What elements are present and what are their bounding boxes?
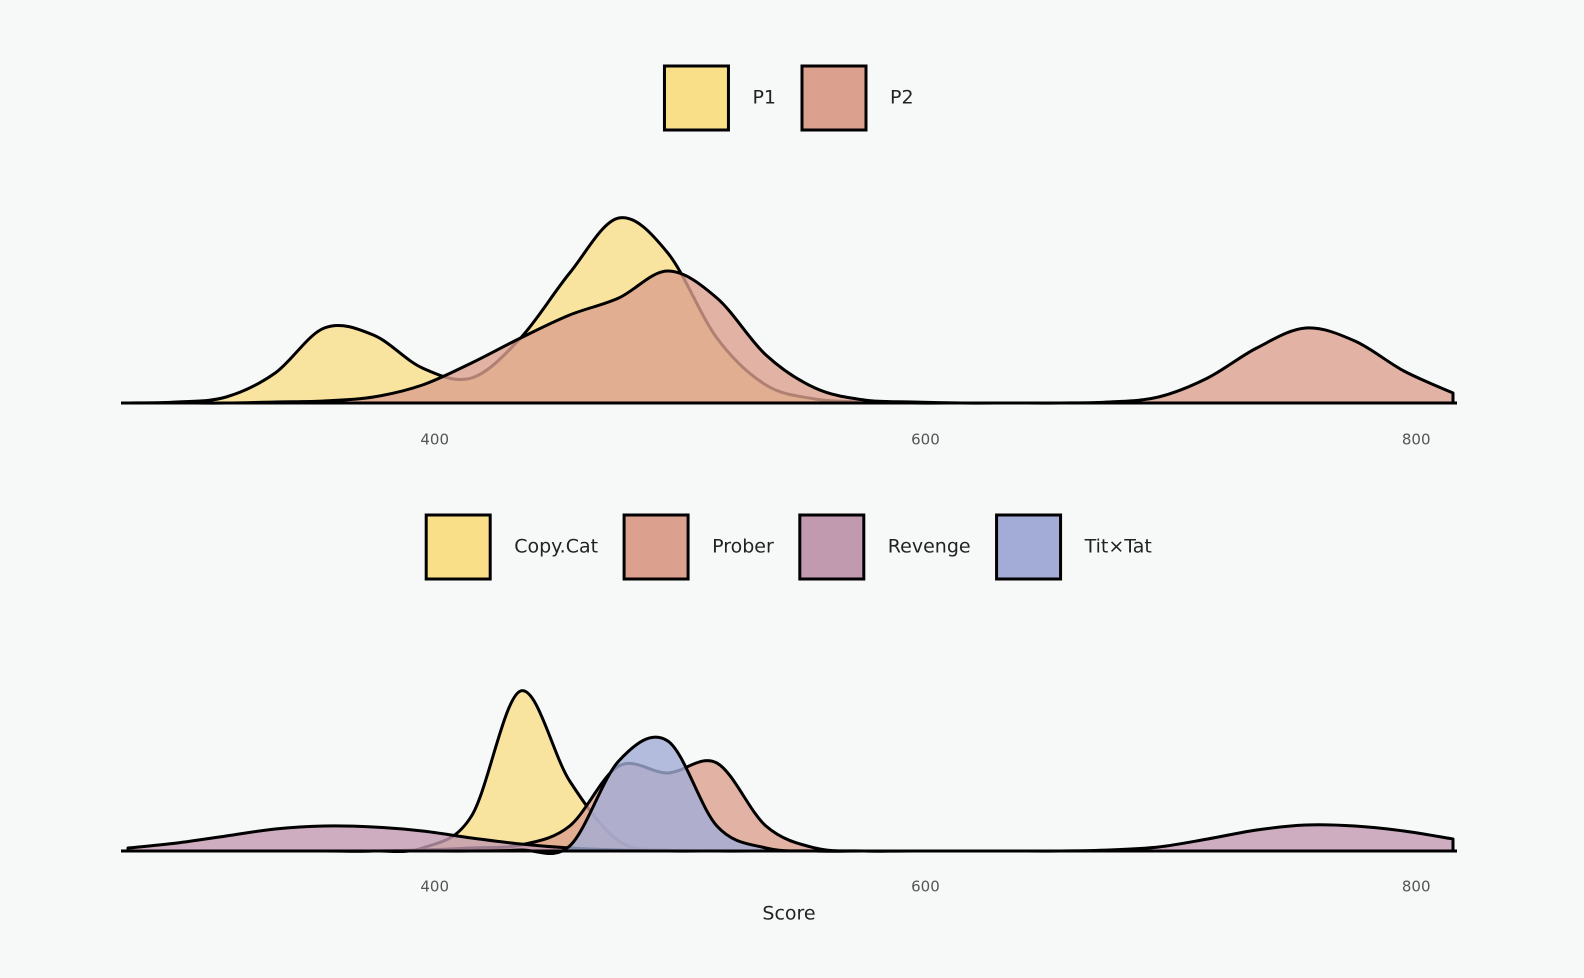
legend-key — [662, 64, 730, 132]
x-tick-label: 800 — [1402, 878, 1431, 896]
x-tick-label: 600 — [911, 878, 940, 896]
legend-label: Prober — [712, 536, 774, 558]
legend: Copy.Cat Prober Revenge Tit×Tat — [424, 513, 1152, 581]
legend-label: Copy.Cat — [514, 536, 598, 558]
x-tick-label: 800 — [1402, 431, 1431, 449]
legend-key — [622, 513, 690, 581]
legend-key — [424, 513, 492, 581]
legend-key — [995, 513, 1063, 581]
x-tick-label: 600 — [911, 431, 940, 449]
density-area — [126, 269, 1455, 405]
legend-key — [800, 64, 868, 132]
legend-key — [798, 513, 866, 581]
x-axis-label: Score — [762, 903, 815, 925]
legend-label: P2 — [890, 87, 914, 109]
legend: P1 P2 — [662, 64, 914, 132]
x-tick-label: 400 — [420, 431, 449, 449]
legend-label: P1 — [752, 87, 776, 109]
legend-label: Revenge — [888, 536, 971, 558]
legend-label: Tit×Tat — [1084, 536, 1152, 558]
x-tick-label: 400 — [420, 878, 449, 896]
